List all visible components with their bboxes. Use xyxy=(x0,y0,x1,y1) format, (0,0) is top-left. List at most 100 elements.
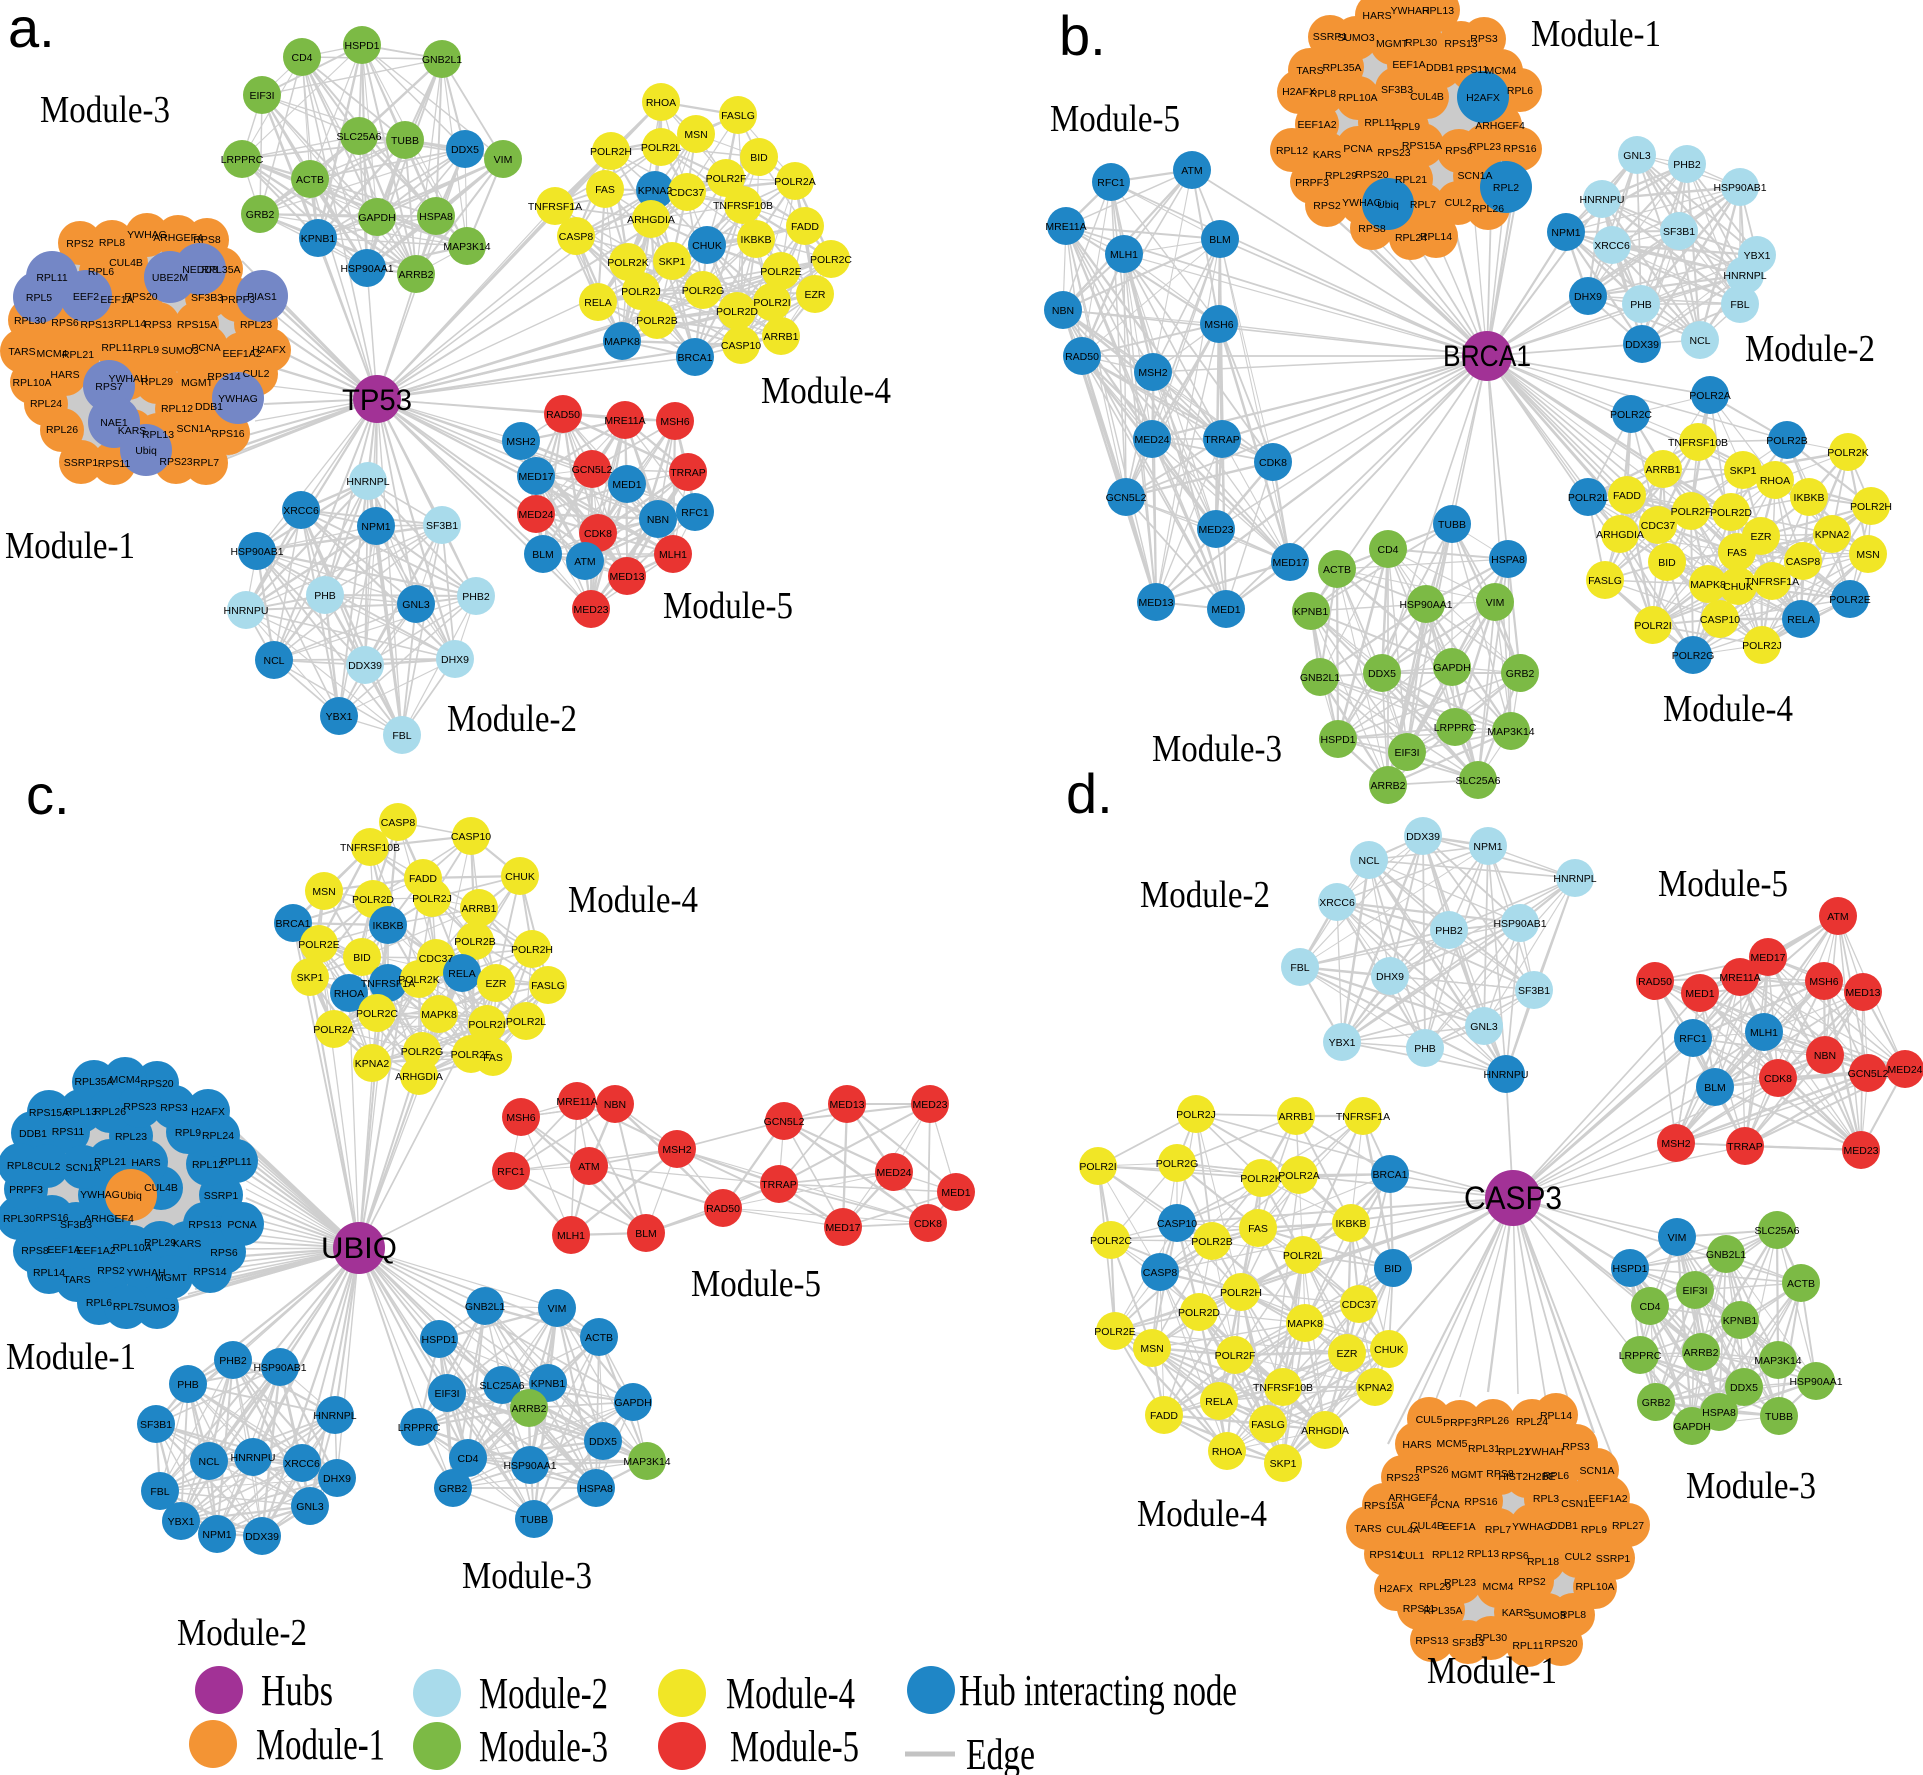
svg-text:RPL6: RPL6 xyxy=(88,266,114,278)
svg-text:POLR2F: POLR2F xyxy=(706,173,747,185)
svg-text:RPL11: RPL11 xyxy=(101,342,132,354)
svg-text:MLH1: MLH1 xyxy=(1110,249,1138,261)
svg-text:RPL30: RPL30 xyxy=(14,315,46,327)
svg-text:BID: BID xyxy=(353,952,371,964)
svg-text:MRE11A: MRE11A xyxy=(556,1096,597,1108)
svg-text:CUL2: CUL2 xyxy=(1445,197,1472,209)
svg-text:BLM: BLM xyxy=(635,1228,657,1240)
svg-text:HNRNPL: HNRNPL xyxy=(313,1410,356,1422)
svg-text:GNL3: GNL3 xyxy=(402,599,430,611)
svg-text:CHUK: CHUK xyxy=(505,871,535,883)
svg-text:ARHGDIA: ARHGDIA xyxy=(1301,1425,1349,1437)
svg-text:RPL35A: RPL35A xyxy=(1322,62,1361,74)
svg-text:EEF1A2: EEF1A2 xyxy=(222,348,261,360)
svg-text:NPM1: NPM1 xyxy=(1551,227,1580,239)
svg-text:POLR2F: POLR2F xyxy=(451,1049,492,1061)
svg-text:MSH2: MSH2 xyxy=(1138,367,1167,379)
svg-text:RPS15A: RPS15A xyxy=(29,1107,69,1119)
svg-text:BRCA1: BRCA1 xyxy=(1443,340,1531,373)
svg-text:EEF2: EEF2 xyxy=(73,291,99,303)
svg-text:MSH2: MSH2 xyxy=(662,1144,691,1156)
svg-text:DHX9: DHX9 xyxy=(441,654,469,666)
svg-text:Module-2: Module-2 xyxy=(447,698,577,740)
svg-text:RAD50: RAD50 xyxy=(1065,351,1099,363)
svg-text:RPS15A: RPS15A xyxy=(177,319,217,331)
svg-text:c.: c. xyxy=(26,763,70,826)
svg-text:MAP3K14: MAP3K14 xyxy=(623,1456,670,1468)
svg-text:CDK8: CDK8 xyxy=(1259,457,1287,469)
svg-text:MGMT: MGMT xyxy=(181,377,214,389)
svg-text:MSH6: MSH6 xyxy=(506,1112,535,1124)
svg-text:MLH1: MLH1 xyxy=(659,549,687,561)
svg-text:DDX5: DDX5 xyxy=(1730,1382,1758,1394)
svg-text:BLM: BLM xyxy=(1209,234,1231,246)
svg-text:RPL24: RPL24 xyxy=(1516,1416,1548,1428)
svg-text:CDK8: CDK8 xyxy=(584,528,612,540)
svg-text:MED13: MED13 xyxy=(609,571,644,583)
svg-text:CASP3: CASP3 xyxy=(1464,1180,1562,1216)
svg-text:CSN1L: CSN1L xyxy=(1561,1498,1595,1510)
svg-text:MED17: MED17 xyxy=(1750,952,1785,964)
svg-text:RPS2: RPS2 xyxy=(97,1265,125,1277)
svg-text:RPL6: RPL6 xyxy=(1543,1470,1569,1482)
svg-text:DDB1: DDB1 xyxy=(1550,1520,1578,1532)
svg-text:POLR2H: POLR2H xyxy=(1220,1287,1262,1299)
svg-text:PHB2: PHB2 xyxy=(1673,159,1701,171)
svg-text:RPS11: RPS11 xyxy=(1456,64,1489,76)
svg-text:HARS: HARS xyxy=(131,1157,160,1169)
svg-text:Module-2: Module-2 xyxy=(1745,328,1875,370)
svg-text:RPS23: RPS23 xyxy=(1386,1472,1419,1484)
svg-text:FAS: FAS xyxy=(595,184,615,196)
svg-text:POLR2B: POLR2B xyxy=(1766,435,1807,447)
svg-text:ARHGDIA: ARHGDIA xyxy=(627,214,675,226)
svg-text:ATM: ATM xyxy=(1827,911,1848,923)
svg-text:UBE2M: UBE2M xyxy=(152,272,188,284)
svg-text:MGMT: MGMT xyxy=(1451,1469,1484,1481)
svg-text:RPL7: RPL7 xyxy=(113,1301,139,1313)
svg-text:RPL8: RPL8 xyxy=(1310,88,1336,100)
svg-text:CDK8: CDK8 xyxy=(1764,1073,1792,1085)
svg-text:DHX9: DHX9 xyxy=(1376,971,1404,983)
svg-text:KARS: KARS xyxy=(173,1238,202,1250)
svg-text:MED24: MED24 xyxy=(518,509,553,521)
svg-text:RPL7: RPL7 xyxy=(193,457,219,469)
svg-text:YWHAG: YWHAG xyxy=(1512,1521,1552,1533)
svg-text:PCNA: PCNA xyxy=(1343,143,1372,155)
svg-text:DDB1: DDB1 xyxy=(1426,62,1454,74)
svg-text:GNB2L1: GNB2L1 xyxy=(1706,1249,1746,1261)
svg-text:NBN: NBN xyxy=(1814,1050,1836,1062)
svg-text:POLR2L: POLR2L xyxy=(1283,1250,1323,1262)
svg-text:YWHAG: YWHAG xyxy=(127,229,167,241)
svg-text:POLR2B: POLR2B xyxy=(1191,1236,1232,1248)
svg-text:IKBKB: IKBKB xyxy=(1336,1218,1367,1230)
svg-text:RPL29: RPL29 xyxy=(1325,170,1357,182)
svg-text:GRB2: GRB2 xyxy=(439,1483,468,1495)
svg-text:Module-1: Module-1 xyxy=(5,525,135,567)
svg-text:RPL11: RPL11 xyxy=(1512,1640,1543,1652)
svg-text:PHB: PHB xyxy=(1414,1043,1436,1055)
svg-text:VIM: VIM xyxy=(494,154,513,166)
svg-text:TNFRSF1A: TNFRSF1A xyxy=(361,978,415,990)
svg-text:MAP3K14: MAP3K14 xyxy=(443,241,490,253)
svg-text:RFC1: RFC1 xyxy=(1679,1033,1707,1045)
svg-text:RPL12: RPL12 xyxy=(1276,145,1308,157)
svg-text:RPS13: RPS13 xyxy=(1444,38,1477,50)
svg-text:MSH6: MSH6 xyxy=(1204,319,1233,331)
svg-text:RPS20: RPS20 xyxy=(1355,169,1388,181)
svg-text:POLR2D: POLR2D xyxy=(352,894,394,906)
svg-text:POLR2E: POLR2E xyxy=(1829,594,1870,606)
svg-text:MAPK8: MAPK8 xyxy=(421,1009,457,1021)
svg-text:CASP10: CASP10 xyxy=(1700,614,1740,626)
svg-text:CUL4B: CUL4B xyxy=(144,1182,178,1194)
svg-text:MAPK8: MAPK8 xyxy=(1690,579,1726,591)
svg-text:ARRB1: ARRB1 xyxy=(763,331,798,343)
svg-text:ARHGEF4: ARHGEF4 xyxy=(1388,1492,1438,1504)
svg-text:POLR2C: POLR2C xyxy=(810,254,852,266)
svg-text:RPS8: RPS8 xyxy=(21,1245,49,1257)
svg-text:PRPF3: PRPF3 xyxy=(9,1184,43,1196)
svg-text:CHUK: CHUK xyxy=(1723,581,1753,593)
svg-text:RAD50: RAD50 xyxy=(706,1203,740,1215)
svg-text:SUMO3: SUMO3 xyxy=(161,345,199,357)
svg-text:RPL7: RPL7 xyxy=(1485,1524,1511,1536)
svg-text:MED23: MED23 xyxy=(912,1099,947,1111)
